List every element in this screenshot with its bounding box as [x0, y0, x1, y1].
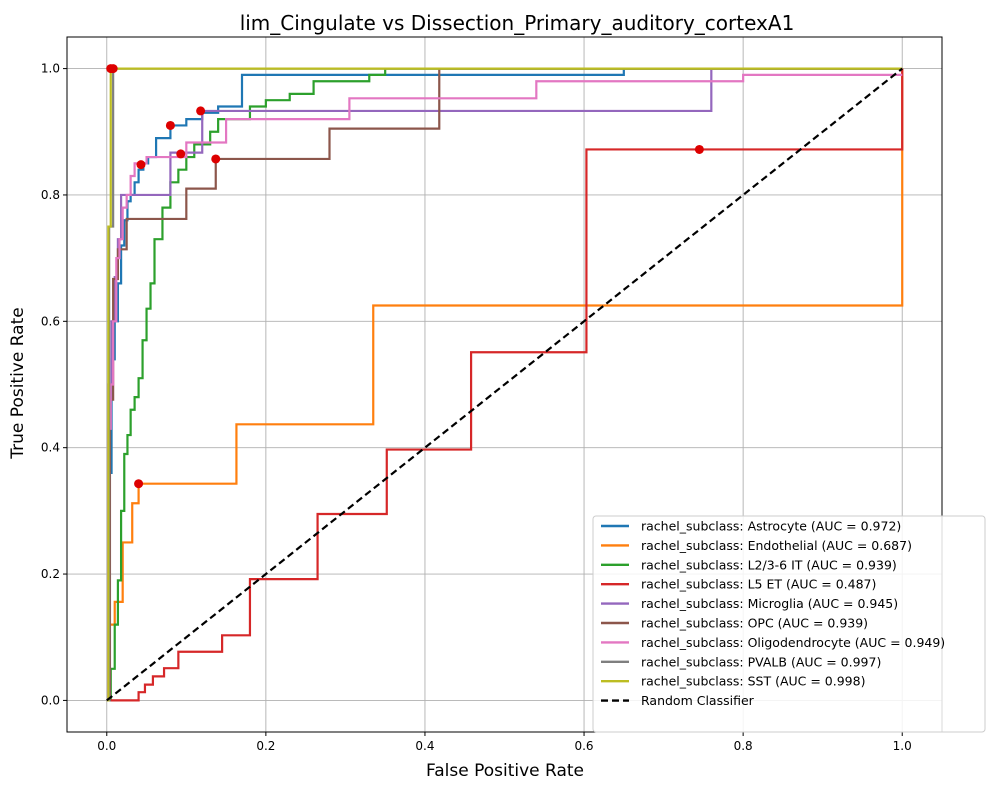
y-tick-label: 0.0 [41, 693, 60, 707]
y-axis-label: True Positive Rate [8, 307, 28, 459]
optimal-point-5 [211, 154, 221, 164]
plot-frame [66, 36, 943, 733]
legend-entry-6: rachel_subclass: Oligodendrocyte (AUC = … [641, 635, 945, 650]
series-line-3 [106, 68, 904, 702]
random-classifier-line [106, 67, 903, 702]
x-tick-label: 1.0 [893, 739, 912, 753]
optimal-point-8 [106, 64, 116, 74]
optimal-point-0 [165, 120, 175, 130]
legend: rachel_subclass: Astrocyte (AUC = 0.972)… [592, 515, 986, 733]
x-axis-ticks: 0.0 0.2 0.4 0.6 0.8 1.0 [97, 732, 912, 753]
optimal-point-6 [136, 160, 146, 170]
legend-entry-3: rachel_subclass: L5 ET (AUC = 0.487) [641, 577, 876, 592]
chart-title: lim_Cingulate vs Dissection_Primary_audi… [240, 11, 795, 35]
series-line-6 [106, 73, 903, 702]
x-tick-label: 0.8 [734, 739, 753, 753]
legend-entry-0: rachel_subclass: Astrocyte (AUC = 0.972) [641, 519, 901, 534]
points-layer [106, 64, 704, 489]
optimal-point-2 [176, 149, 186, 159]
x-tick-label: 0.2 [256, 739, 275, 753]
x-tick-label: 0.4 [415, 739, 434, 753]
optimal-point-4 [196, 106, 206, 116]
series-line-1 [106, 68, 904, 702]
series-line-5 [106, 67, 903, 702]
y-tick-label: 0.6 [41, 314, 60, 328]
x-tick-label: 0.6 [574, 739, 593, 753]
reference-layer [106, 67, 903, 702]
y-tick-label: 0.2 [41, 567, 60, 581]
legend-entry-5: rachel_subclass: OPC (AUC = 0.939) [641, 616, 868, 631]
series-line-2 [106, 67, 903, 702]
legend-entry-7: rachel_subclass: PVALB (AUC = 0.997) [641, 654, 881, 669]
legend-entry-4: rachel_subclass: Microglia (AUC = 0.945) [641, 596, 898, 611]
y-axis-ticks: 0.0 0.2 0.4 0.6 0.8 1.0 [41, 62, 67, 707]
y-tick-label: 0.4 [41, 441, 60, 455]
legend-entry-8: rachel_subclass: SST (AUC = 0.998) [641, 674, 865, 689]
legend-entry-1: rachel_subclass: Endothelial (AUC = 0.68… [641, 538, 912, 553]
x-axis-label: False Positive Rate [426, 761, 584, 781]
x-tick-label: 0.0 [97, 739, 116, 753]
y-tick-label: 1.0 [41, 62, 60, 76]
y-tick-label: 0.8 [41, 188, 60, 202]
optimal-point-3 [694, 144, 704, 154]
legend-box [592, 515, 986, 733]
legend-entry-9: Random Classifier [641, 693, 755, 708]
optimal-point-1 [134, 479, 144, 489]
legend-entry-2: rachel_subclass: L2/3-6 IT (AUC = 0.939) [641, 557, 897, 572]
